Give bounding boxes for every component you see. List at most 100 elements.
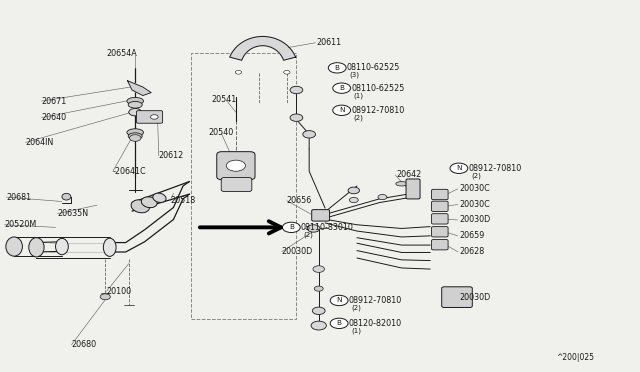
FancyBboxPatch shape <box>406 179 420 199</box>
Circle shape <box>129 135 141 141</box>
Text: 20642: 20642 <box>396 170 422 179</box>
Circle shape <box>317 213 324 217</box>
Ellipse shape <box>141 197 157 208</box>
Circle shape <box>129 109 141 116</box>
Text: (3): (3) <box>349 72 359 78</box>
Text: 08110-62525: 08110-62525 <box>351 84 404 93</box>
Ellipse shape <box>396 182 407 186</box>
Text: B: B <box>289 224 294 230</box>
Text: 20520M: 20520M <box>4 220 37 229</box>
Circle shape <box>284 70 290 74</box>
FancyBboxPatch shape <box>442 287 472 308</box>
Text: 20030C: 20030C <box>459 185 490 193</box>
Text: 20030D: 20030D <box>459 293 490 302</box>
Text: 20635N: 20635N <box>58 209 88 218</box>
Text: (2): (2) <box>303 231 314 238</box>
Circle shape <box>290 86 303 94</box>
Text: 2064lN: 2064lN <box>26 138 54 147</box>
Text: 20030C: 20030C <box>459 200 490 209</box>
Ellipse shape <box>62 193 71 200</box>
Ellipse shape <box>56 238 68 255</box>
Text: (2): (2) <box>471 172 481 179</box>
Text: 20030D: 20030D <box>459 215 490 224</box>
FancyBboxPatch shape <box>217 152 255 180</box>
Text: 08912-70810: 08912-70810 <box>349 296 402 305</box>
Bar <box>191 53 296 319</box>
Circle shape <box>330 318 348 328</box>
Circle shape <box>100 294 110 300</box>
Ellipse shape <box>127 129 143 136</box>
Circle shape <box>348 187 360 194</box>
FancyBboxPatch shape <box>221 177 252 192</box>
Circle shape <box>409 192 417 196</box>
Text: 20656: 20656 <box>287 196 312 205</box>
Text: 20611: 20611 <box>317 38 342 46</box>
Polygon shape <box>127 81 151 96</box>
Text: -20641C: -20641C <box>113 167 147 176</box>
Text: ^200|025: ^200|025 <box>556 353 594 362</box>
Text: 20640: 20640 <box>42 113 67 122</box>
Ellipse shape <box>153 193 166 202</box>
Text: 20654A: 20654A <box>106 49 138 58</box>
Circle shape <box>227 160 246 171</box>
Text: (1): (1) <box>354 92 364 99</box>
Circle shape <box>314 286 323 291</box>
Circle shape <box>409 182 417 186</box>
Circle shape <box>236 70 242 74</box>
Ellipse shape <box>127 97 143 105</box>
Text: B: B <box>339 85 344 91</box>
Circle shape <box>349 198 358 203</box>
Text: 08912-70810: 08912-70810 <box>351 106 404 115</box>
Circle shape <box>303 131 316 138</box>
Text: 08110-62525: 08110-62525 <box>347 63 400 72</box>
Ellipse shape <box>131 200 150 213</box>
Circle shape <box>450 163 468 173</box>
FancyBboxPatch shape <box>431 189 448 200</box>
Text: 20540: 20540 <box>209 128 234 137</box>
Text: B: B <box>335 65 340 71</box>
Text: (2): (2) <box>354 115 364 121</box>
Text: B: B <box>337 320 342 326</box>
Text: 20659: 20659 <box>459 231 484 240</box>
Text: N: N <box>339 107 344 113</box>
Ellipse shape <box>128 102 142 108</box>
Text: N: N <box>456 165 461 171</box>
Polygon shape <box>230 36 296 60</box>
Circle shape <box>307 225 320 232</box>
Text: (1): (1) <box>351 327 361 334</box>
Circle shape <box>333 83 351 93</box>
Ellipse shape <box>6 237 22 256</box>
Text: 20541: 20541 <box>212 95 237 104</box>
Circle shape <box>330 295 348 306</box>
Ellipse shape <box>103 238 116 256</box>
Text: N: N <box>337 298 342 304</box>
FancyBboxPatch shape <box>431 227 448 237</box>
FancyBboxPatch shape <box>312 210 330 221</box>
Text: 20100: 20100 <box>106 287 132 296</box>
Circle shape <box>378 195 387 200</box>
Circle shape <box>333 105 351 115</box>
FancyBboxPatch shape <box>431 214 448 224</box>
Circle shape <box>328 62 346 73</box>
Circle shape <box>313 266 324 272</box>
Circle shape <box>282 222 300 232</box>
Circle shape <box>290 114 303 121</box>
Text: 20612: 20612 <box>159 151 184 160</box>
Text: 08912-70810: 08912-70810 <box>468 164 522 173</box>
Circle shape <box>311 321 326 330</box>
Text: 20030D: 20030D <box>282 247 313 256</box>
Text: (2): (2) <box>351 305 361 311</box>
Ellipse shape <box>128 133 142 140</box>
Circle shape <box>150 115 158 119</box>
Ellipse shape <box>29 238 44 257</box>
Circle shape <box>452 296 462 302</box>
Circle shape <box>312 307 325 314</box>
FancyBboxPatch shape <box>431 201 448 211</box>
Text: 08110-83010: 08110-83010 <box>301 223 354 232</box>
Text: 08120-82010: 08120-82010 <box>349 319 402 328</box>
Text: 20681: 20681 <box>6 193 31 202</box>
Text: 20628: 20628 <box>459 247 484 256</box>
FancyBboxPatch shape <box>431 240 448 250</box>
Text: 20518: 20518 <box>170 196 195 205</box>
FancyBboxPatch shape <box>136 111 163 123</box>
